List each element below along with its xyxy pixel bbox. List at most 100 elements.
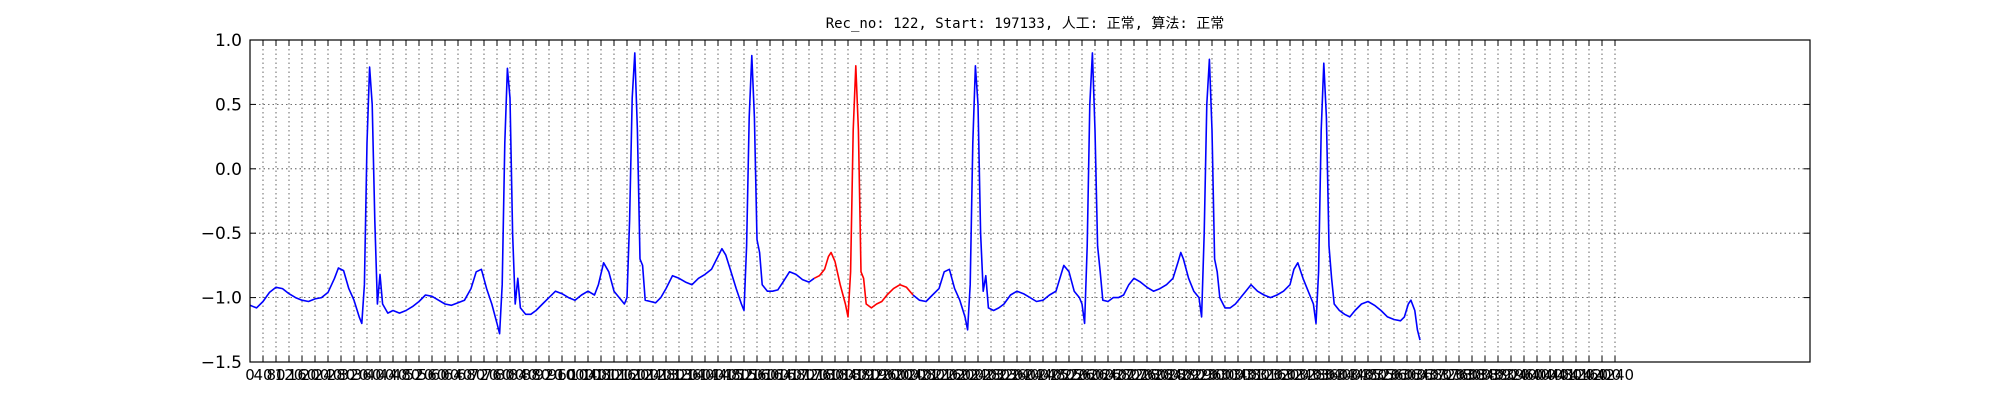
x-tick-label: 920 <box>535 366 564 384</box>
x-tick-label: 840 <box>509 366 538 384</box>
x-tick-label: 3640 <box>1401 366 1439 384</box>
x-tick-label: 400 <box>366 366 395 384</box>
x-tick-label: 1840 <box>829 366 867 384</box>
x-tick-label: 3000 <box>1206 366 1244 384</box>
x-tick-label: 3400 <box>1323 366 1361 384</box>
x-tick-label: 520 <box>405 366 434 384</box>
x-tick-label: 2200 <box>946 366 984 384</box>
x-tick-label: 2880 <box>1167 366 1205 384</box>
x-tick-label: 2640 <box>1089 366 1127 384</box>
x-tick-label: 3360 <box>1310 366 1348 384</box>
x-tick-label: 2720 <box>1115 366 1153 384</box>
x-tick-label: 2480 <box>1037 366 1075 384</box>
x-tick-label: 3720 <box>1427 366 1465 384</box>
x-tick-label: 760 <box>483 366 512 384</box>
axis-ticks: 1.00.50.0−0.5−1.0−1.50408012016020024028… <box>201 31 1810 384</box>
y-tick-label: −1.5 <box>201 353 242 373</box>
x-tick-label: 1400 <box>686 366 724 384</box>
x-tick-label: 3520 <box>1362 366 1400 384</box>
x-tick-label: 2080 <box>907 366 945 384</box>
x-tick-label: 2280 <box>972 366 1010 384</box>
x-tick-label: 3200 <box>1271 366 1309 384</box>
x-tick-label: 200 <box>301 366 330 384</box>
x-tick-label: 3600 <box>1388 366 1426 384</box>
x-tick-label: 2560 <box>1063 366 1101 384</box>
x-tick-label: 280 <box>327 366 356 384</box>
x-tick-label: 3120 <box>1245 366 1283 384</box>
x-tick-label: 1240 <box>634 366 672 384</box>
x-tick-label: 160 <box>288 366 317 384</box>
x-tick-label: 1160 <box>608 366 646 384</box>
x-tick-label: 80 <box>266 366 285 384</box>
x-tick-label: 1680 <box>777 366 815 384</box>
x-tick-label: 3680 <box>1414 366 1452 384</box>
x-tick-label: 1080 <box>582 366 620 384</box>
x-tick-label: 3160 <box>1258 366 1296 384</box>
x-tick-label: 4200 <box>1583 366 1621 384</box>
x-tick-label: 680 <box>457 366 486 384</box>
x-tick-label: 960 <box>548 366 577 384</box>
x-tick-label: 2000 <box>881 366 919 384</box>
x-tick-label: 4240 <box>1596 366 1634 384</box>
x-tick-label: 3440 <box>1336 366 1374 384</box>
x-tick-label: 600 <box>431 366 460 384</box>
x-tick-label: 1600 <box>751 366 789 384</box>
ecg-segment-2-highlight <box>813 65 914 318</box>
x-tick-label: 2960 <box>1193 366 1231 384</box>
x-tick-label: 120 <box>275 366 304 384</box>
x-tick-label: 4040 <box>1531 366 1569 384</box>
x-tick-label: 1280 <box>647 366 685 384</box>
x-tick-label: 2120 <box>920 366 958 384</box>
x-tick-label: 1360 <box>673 366 711 384</box>
ecg-segment-3 <box>912 52 1421 341</box>
x-tick-label: 0 <box>245 366 255 384</box>
x-tick-label: 2320 <box>985 366 1023 384</box>
x-tick-label: 2400 <box>1011 366 1049 384</box>
x-tick-label: 2920 <box>1180 366 1218 384</box>
x-tick-label: 360 <box>353 366 382 384</box>
x-tick-label: 2240 <box>959 366 997 384</box>
x-tick-label: 3760 <box>1440 366 1478 384</box>
x-tick-label: 2520 <box>1050 366 1088 384</box>
x-tick-label: 1920 <box>855 366 893 384</box>
x-tick-label: 4000 <box>1518 366 1556 384</box>
x-tick-label: 1560 <box>738 366 776 384</box>
x-tick-label: 2760 <box>1128 366 1166 384</box>
x-tick-label: 3560 <box>1375 366 1413 384</box>
x-tick-label: 1040 <box>569 366 607 384</box>
x-tick-label: 800 <box>496 366 525 384</box>
x-tick-label: 2840 <box>1154 366 1192 384</box>
x-tick-label: 1880 <box>842 366 880 384</box>
x-tick-label: 1440 <box>699 366 737 384</box>
x-tick-label: 1720 <box>790 366 828 384</box>
x-tick-label: 1640 <box>764 366 802 384</box>
y-tick-label: 0.5 <box>215 95 242 115</box>
x-tick-label: 3840 <box>1466 366 1504 384</box>
x-tick-label: 1520 <box>725 366 763 384</box>
x-tick-label: 1320 <box>660 366 698 384</box>
x-tick-label: 1960 <box>868 366 906 384</box>
x-tick-label: 1120 <box>595 366 633 384</box>
x-tick-label: 3040 <box>1219 366 1257 384</box>
x-tick-label: 1200 <box>621 366 659 384</box>
y-tick-label: −1.0 <box>201 289 242 309</box>
ecg-segment-1 <box>249 52 815 335</box>
x-tick-label: 3880 <box>1479 366 1517 384</box>
x-tick-label: 2440 <box>1024 366 1062 384</box>
x-tick-label: 4080 <box>1544 366 1582 384</box>
x-tick-label: 2800 <box>1141 366 1179 384</box>
x-tick-label: 2680 <box>1102 366 1140 384</box>
x-tick-label: 3080 <box>1232 366 1270 384</box>
x-tick-label: 3240 <box>1284 366 1322 384</box>
x-tick-label: 3800 <box>1453 366 1491 384</box>
x-tick-label: 1000 <box>556 366 594 384</box>
x-tick-label: 4120 <box>1557 366 1595 384</box>
x-tick-label: 2040 <box>894 366 932 384</box>
x-tick-label: 480 <box>392 366 421 384</box>
x-tick-label: 3480 <box>1349 366 1387 384</box>
x-tick-label: 2360 <box>998 366 1036 384</box>
x-tick-label: 240 <box>314 366 343 384</box>
plot-frame <box>249 39 1811 363</box>
ecg-trace <box>249 52 1421 341</box>
y-tick-label: 0.0 <box>215 160 242 180</box>
